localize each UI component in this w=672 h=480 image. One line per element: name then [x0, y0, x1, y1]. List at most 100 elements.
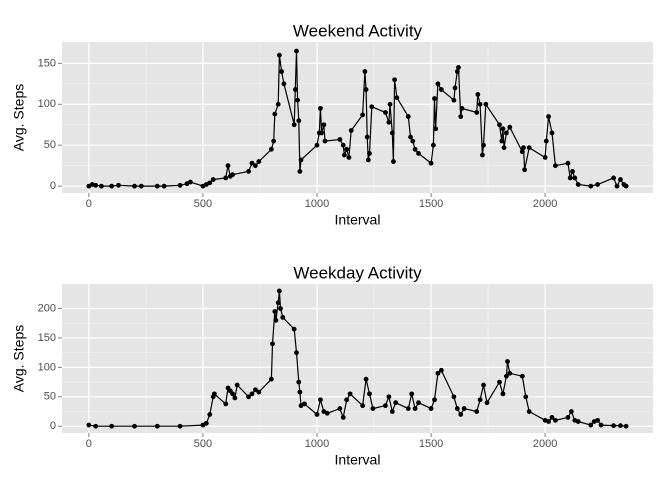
data-point [230, 391, 235, 397]
data-point [526, 409, 532, 414]
data-point [475, 92, 481, 97]
data-point [386, 394, 392, 400]
data-point [292, 87, 298, 92]
data-point [459, 105, 465, 111]
data-point [428, 406, 434, 411]
data-point [456, 65, 461, 70]
data-point [410, 138, 416, 144]
data-point [370, 406, 376, 411]
data-point [572, 175, 578, 181]
data-point [132, 423, 137, 429]
data-point [337, 406, 343, 411]
data-point [268, 146, 274, 152]
data-point [253, 163, 258, 169]
data-point [412, 146, 418, 152]
data-point [256, 159, 262, 164]
data-point [273, 317, 279, 323]
data-point [109, 423, 115, 429]
data-point [546, 114, 551, 119]
data-point [294, 350, 299, 356]
y-tick-label: 50 [44, 139, 56, 151]
data-point [497, 379, 502, 385]
data-point [553, 417, 558, 423]
data-point [435, 81, 441, 87]
data-point [553, 163, 558, 169]
data-point [623, 183, 629, 189]
data-point [405, 406, 411, 411]
data-point [360, 112, 366, 118]
data-point [546, 419, 551, 424]
data-point [365, 157, 371, 163]
data-point [86, 422, 92, 428]
data-point [505, 359, 510, 364]
data-point [501, 145, 507, 151]
data-point [454, 69, 460, 74]
data-point [588, 422, 594, 428]
data-point [432, 397, 437, 403]
x-axis-label: Interval [335, 212, 381, 228]
data-point [412, 406, 418, 411]
data-point [268, 376, 274, 382]
data-point [408, 134, 413, 140]
data-point [270, 341, 275, 347]
data-point [568, 409, 574, 414]
data-point [249, 160, 255, 166]
data-point [340, 142, 346, 148]
data-point [256, 389, 262, 395]
data-point [344, 146, 350, 152]
data-point [281, 81, 287, 87]
data-point [549, 415, 555, 420]
data-point [210, 177, 216, 182]
data-point [432, 96, 437, 101]
data-point [484, 400, 490, 406]
data-point [500, 126, 506, 132]
data-point [458, 114, 464, 119]
y-tick-label: 100 [38, 98, 56, 110]
data-point [438, 367, 444, 373]
data-point [433, 126, 439, 132]
data-point [324, 410, 330, 416]
data-point [435, 370, 441, 376]
data-point [318, 105, 323, 111]
data-point [346, 155, 352, 160]
data-point [211, 391, 217, 397]
data-point [386, 119, 392, 125]
data-point [132, 183, 137, 189]
data-point [161, 183, 167, 189]
x-tick-label: 2000 [533, 198, 557, 210]
data-point [177, 423, 183, 429]
data-point [503, 373, 509, 379]
x-axis-label: Interval [335, 452, 381, 468]
data-point [99, 183, 104, 189]
data-point [575, 182, 581, 187]
y-tick-label: 0 [50, 180, 56, 192]
data-point [246, 394, 251, 400]
data-point [392, 77, 397, 83]
data-point [477, 101, 483, 107]
data-point [297, 389, 303, 395]
data-point [278, 306, 283, 311]
data-point [618, 177, 623, 182]
data-point [223, 401, 229, 407]
data-point [347, 391, 353, 397]
data-point [595, 417, 601, 423]
data-point [344, 397, 350, 403]
data-point [207, 412, 213, 417]
data-point [253, 387, 258, 393]
data-point [565, 415, 571, 420]
data-point [295, 97, 301, 103]
data-point [296, 379, 302, 385]
data-point [477, 397, 483, 403]
data-point [393, 400, 399, 406]
data-point [369, 104, 375, 110]
data-point [187, 179, 193, 185]
data-point [154, 423, 160, 429]
data-point [481, 382, 486, 388]
data-point [271, 138, 277, 144]
data-point [232, 395, 238, 401]
y-axis-label: Avg. Steps [11, 325, 27, 392]
data-point [521, 145, 526, 151]
data-point [337, 137, 343, 142]
data-point [507, 124, 513, 130]
